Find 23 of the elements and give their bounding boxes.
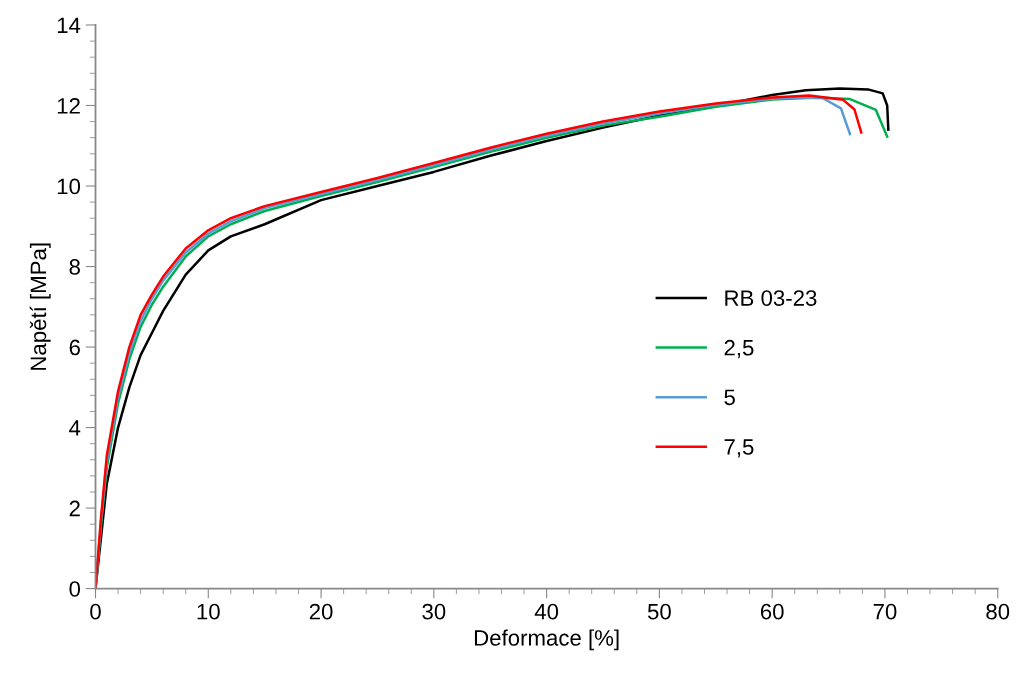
y-axis-title: Napětí [MPa] [29, 243, 51, 370]
x-tick-label: 50 [647, 603, 671, 620]
x-tick-label: 70 [873, 603, 897, 620]
x-axis-title: Deformace [%] [474, 629, 619, 651]
legend-label: 7,5 [724, 439, 754, 458]
x-tick-label: 40 [534, 603, 559, 620]
x-tick-label: 20 [309, 603, 333, 620]
x-tick-label: 10 [197, 603, 220, 620]
x-tick-label: 60 [760, 603, 784, 620]
y-tick-label: 4 [69, 420, 81, 436]
legend-label: RB 03-23 [725, 290, 817, 306]
y-tick-label: 0 [69, 581, 81, 597]
y-tick-label: 10 [57, 178, 81, 195]
y-tick-label: 12 [57, 98, 80, 114]
y-tick-label: 2 [69, 500, 80, 517]
x-tick-label: 30 [422, 603, 446, 620]
x-tick-label: 0 [90, 603, 101, 620]
y-tick-label: 8 [69, 259, 80, 275]
y-tick-label: 14 [57, 17, 81, 34]
legend-label: 5 [724, 389, 735, 406]
x-tick-label: 80 [986, 603, 1010, 620]
y-tick-label: 6 [69, 339, 80, 356]
legend-label: 2,5 [724, 339, 754, 359]
